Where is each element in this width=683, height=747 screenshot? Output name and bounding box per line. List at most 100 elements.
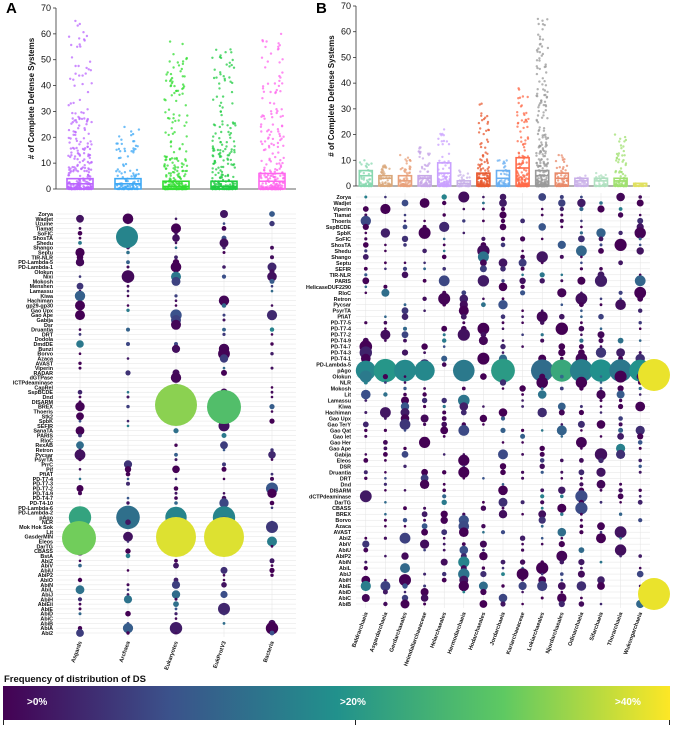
bubble [518,581,527,591]
bubble [558,541,565,548]
bubble [77,577,83,583]
box [378,174,393,187]
data-point [541,52,545,56]
bubble [521,309,524,313]
data-point [486,161,489,165]
row-label: Lit [344,393,351,399]
column-label: Hermodarchaeia [447,611,468,655]
data-point [546,158,549,161]
bubble [501,321,505,325]
bubble [559,386,564,391]
row-label: PD-Lambda-5 [18,260,53,266]
bubble [569,359,593,383]
bubble [75,258,85,267]
data-point [259,140,263,143]
bubble [204,517,244,557]
bubble [614,370,627,383]
bubble [579,206,584,212]
bubble [458,454,470,466]
data-point [81,147,85,151]
data-point [74,72,77,75]
bubble [521,249,524,253]
data-point [544,109,547,112]
bubble [270,448,274,452]
bubble [442,453,446,456]
data-point [185,150,188,153]
y-tick-label: 10 [41,158,51,168]
data-point [232,163,236,166]
data-point [74,130,77,134]
bubble [420,588,429,596]
data-point [74,64,77,68]
bubble [559,374,564,379]
data-point [365,162,368,165]
data-point [185,135,188,138]
data-point [538,57,541,60]
data-point [277,45,280,48]
data-point [218,82,221,85]
data-point [219,169,222,172]
data-point [264,45,267,49]
bubble [499,211,507,219]
bubble [521,548,525,552]
data-point [540,116,544,119]
bubble [218,295,230,306]
data-point [260,130,263,133]
bubble [501,584,505,588]
data-point [367,163,370,166]
data-point [540,54,543,57]
data-point [541,153,544,156]
data-point [268,184,272,188]
bubble [222,251,226,254]
data-point [84,72,87,75]
data-point [183,75,186,78]
data-point [134,144,138,147]
data-point [211,139,214,142]
data-point [516,178,520,181]
data-point [619,175,622,178]
data-point [276,109,279,113]
data-point [122,163,125,166]
data-point [516,140,519,143]
data-point [213,124,217,127]
data-point [71,121,75,124]
bubble [580,566,583,570]
data-point [541,23,545,26]
bubble [500,218,506,224]
data-point [426,170,429,173]
row-label: Thoeris [34,409,53,415]
bubble [403,381,407,384]
bubble [500,242,506,248]
bubble [423,506,427,510]
bubble [597,331,605,339]
data-point [483,181,486,184]
bubble [575,490,588,503]
bubble [403,219,407,223]
data-point [82,185,85,188]
row-label: pAgo [337,369,351,375]
bubble [78,275,82,278]
data-point [538,51,542,54]
data-point [480,102,483,105]
data-point [181,92,184,95]
data-point [72,78,75,81]
bubble [616,449,626,459]
bubble [126,304,130,307]
bubble [462,219,466,223]
data-point [89,175,92,178]
bubble [617,385,624,392]
bubble [384,471,387,474]
data-point [164,167,168,170]
bubble [477,251,489,263]
data-point [617,158,621,161]
data-point [181,60,185,63]
bubble [559,195,564,199]
bubble [402,583,408,589]
data-point [260,56,264,59]
data-point [405,159,408,163]
bubble [557,402,566,411]
bubble [171,580,181,589]
data-point [621,172,625,176]
bubble [501,339,505,342]
data-point [555,166,559,170]
